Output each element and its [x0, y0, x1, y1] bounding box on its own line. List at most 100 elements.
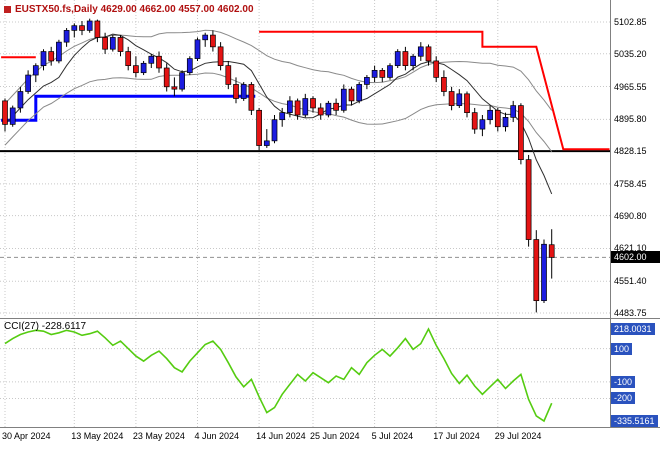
candlestick	[548, 229, 555, 279]
red-level-line	[259, 30, 610, 151]
date-label: 23 May 2024	[132, 431, 185, 441]
price-tick-label: 4621.10	[614, 243, 647, 254]
candlestick	[348, 86, 355, 106]
candlestick	[40, 49, 47, 71]
candlestick	[294, 98, 301, 120]
candlestick	[471, 107, 478, 134]
date-label: 5 Jul 2024	[371, 431, 414, 441]
moving-average-line	[4, 33, 553, 195]
candlestick	[379, 67, 386, 83]
candlestick	[533, 230, 540, 313]
candlestick	[394, 49, 401, 68]
candlestick	[494, 107, 501, 132]
time-axis[interactable]: 30 Apr 2024 13 May 2024 23 May 2024 4 Jun 2…	[0, 428, 660, 450]
candlestick	[56, 39, 62, 64]
candlestick	[364, 75, 370, 90]
date-label: 25 Jun 2024	[310, 431, 360, 441]
candlestick	[17, 86, 24, 113]
candlestick	[140, 60, 147, 76]
candlestick	[456, 89, 463, 108]
price-tick-label: 5035.20	[614, 48, 647, 59]
cci-scale-badge: 100	[611, 342, 633, 355]
candlestick	[202, 32, 209, 47]
chart-title: EUSTX50.fs,Daily 4629.00 4662.00 4557.00…	[15, 4, 254, 15]
candlestick	[271, 114, 278, 144]
candlestick	[9, 105, 16, 127]
price-tick-label: 4758.45	[614, 178, 647, 189]
date-label: 29 Jul 2024	[494, 431, 542, 441]
symbol-marker-icon	[4, 6, 11, 13]
cci-indicator-label: CCI(27) -228.6117	[4, 321, 87, 332]
candlestick	[541, 239, 547, 304]
candlestick	[156, 51, 162, 73]
candlestick	[32, 63, 39, 83]
candlestick	[310, 96, 316, 113]
cci-scale-badge: 218.0031	[611, 323, 655, 335]
candlestick	[186, 56, 193, 76]
candlestick	[210, 30, 216, 52]
candlestick	[133, 56, 139, 78]
drawn-objects-layer	[0, 30, 610, 258]
candlestick	[302, 93, 309, 118]
price-scale[interactable]: 5102.85 5035.20 4965.55 4895.80 4828.15 4758.…	[611, 0, 660, 450]
candlestick	[387, 63, 393, 80]
candlestick	[525, 154, 532, 247]
candlestick	[79, 20, 85, 36]
candlestick	[510, 100, 517, 123]
candlestick	[317, 103, 324, 120]
candlestick	[340, 84, 347, 113]
candlestick	[102, 32, 108, 54]
date-label: 4 Jun 2024	[194, 431, 240, 441]
candlestick	[356, 82, 363, 104]
candlestick	[148, 53, 155, 68]
price-tick-label: 4483.75	[614, 308, 647, 318]
date-label: 13 May 2024	[71, 431, 124, 441]
cci-layer	[4, 327, 553, 423]
grid-layer	[0, 0, 610, 427]
candlestick	[518, 103, 524, 165]
date-label: 17 Jul 2024	[433, 431, 480, 441]
candlestick	[402, 46, 409, 71]
candlestick	[240, 82, 247, 101]
candlestick	[225, 60, 232, 90]
candlestick	[325, 100, 332, 118]
candlestick	[217, 42, 224, 71]
candlestick	[86, 18, 93, 33]
candlestick	[125, 46, 132, 71]
candlestick	[256, 107, 262, 151]
candlestick	[179, 70, 185, 92]
price-tick-label: 4828.15	[614, 146, 647, 157]
cci-scale-badge: -200	[611, 392, 636, 405]
cci-line	[4, 327, 553, 423]
candlestick	[371, 65, 378, 83]
candlestick	[464, 91, 470, 118]
candlestick	[117, 35, 124, 57]
price-tick-label: 5102.85	[614, 17, 647, 27]
candlestick	[333, 98, 339, 115]
candlestick	[248, 82, 255, 115]
price-tick-label: 4895.80	[614, 114, 647, 125]
candlestick	[487, 105, 493, 125]
candlestick	[48, 46, 55, 66]
candlestick	[71, 23, 78, 38]
candlestick	[417, 42, 424, 61]
candlestick	[194, 37, 201, 61]
candlestick	[425, 44, 432, 66]
current-price-badge: 4602.00	[611, 251, 660, 264]
price-tick-label: 4551.40	[614, 276, 647, 287]
candlestick	[63, 28, 70, 47]
price-tick-label: 4965.55	[614, 81, 647, 92]
date-label: 30 Apr 2024	[2, 431, 51, 441]
candlestick	[163, 63, 170, 92]
blue-level-line	[1, 94, 256, 122]
candlestick	[2, 98, 8, 132]
candles-layer	[2, 18, 555, 313]
candlestick	[279, 107, 286, 127]
candlestick	[433, 56, 440, 83]
candlestick	[410, 53, 416, 71]
candlestick	[109, 35, 116, 52]
candlestick	[441, 70, 447, 97]
candlestick	[448, 86, 455, 111]
